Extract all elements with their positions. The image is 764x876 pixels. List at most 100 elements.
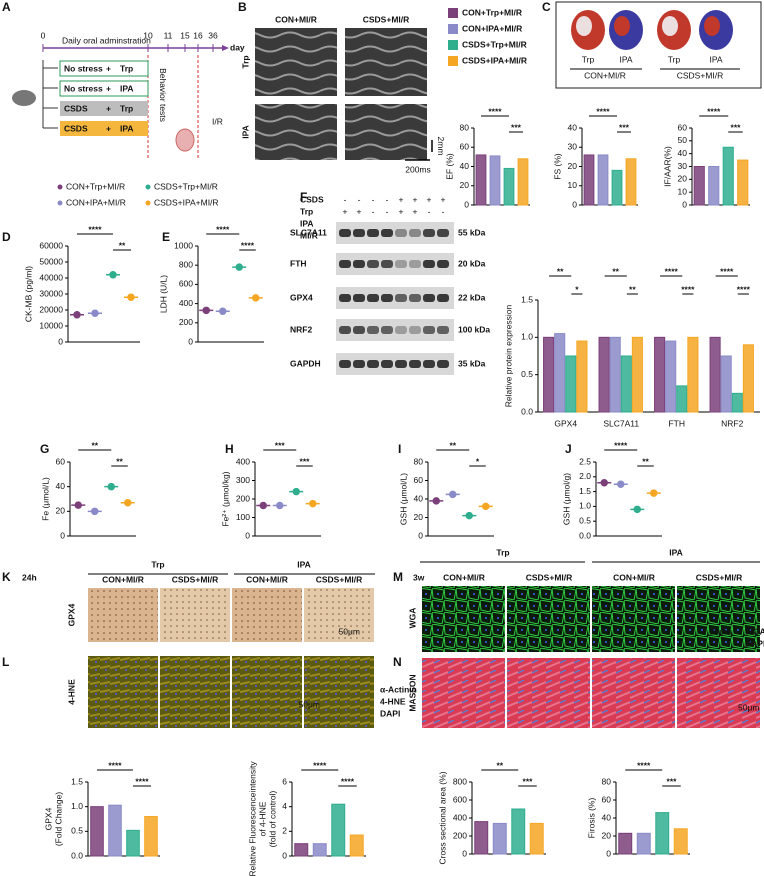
heart-box [555,1,762,89]
significance-label: **** [135,776,149,786]
behavior-label: Behavior tests [158,68,168,122]
significance-label: **** [313,760,327,770]
blot-band [367,360,379,368]
significance-label: ** [119,240,126,250]
blot-band [339,360,351,368]
mean-marker [88,309,102,317]
bar [474,821,489,855]
sign: - [386,194,389,204]
panel-letter: N [393,655,402,669]
ihc-image [304,588,374,642]
heart-label: Trp [668,54,681,64]
panel-letter: B [238,0,247,14]
significance-label: *** [523,776,534,786]
blot-band [395,360,407,368]
blot-band [437,229,449,237]
sign: + [413,206,418,216]
sign: - [386,206,389,216]
scale-label: 2mm [436,137,446,156]
y-tick-label: 1000 [174,240,193,250]
plus: + [106,63,111,73]
mean-marker [630,505,645,514]
bar [312,843,327,857]
blot-band [395,229,407,237]
bar [655,812,670,855]
blot-band [381,294,393,302]
bar [609,336,621,413]
blot-strip [336,222,454,244]
bar [565,355,577,413]
bar [687,336,699,413]
y-tick-label: 2.0 [579,471,591,481]
bar [349,834,364,857]
significance-label: **** [707,106,721,116]
blot-band [395,326,407,334]
ihc-image [160,588,230,642]
y-tick-label: 6 [282,776,287,786]
mean-marker [87,507,102,516]
legend-entry: CON+IPA+MI/R [462,23,522,33]
column-header: CON+MI/R [275,14,317,24]
row-label: GPX4 [66,603,76,626]
y-tick-label: 200 [236,493,250,503]
y-tick-label: 40 [414,493,424,503]
echo-image [345,104,427,160]
y-tick-label: 30 [568,142,578,152]
sign: + [427,194,432,204]
stress-label: No stress [64,63,103,73]
y-tick-label: 0.0 [521,406,533,416]
significance-label: ** [557,266,564,276]
echo-image [255,28,337,96]
y-tick-label: 2.5 [579,456,591,466]
heart-icon [175,128,195,152]
y-axis-label: Relative protein expression [503,304,513,407]
significance-label: ** [642,456,649,466]
panel-letter: D [2,230,11,244]
y-axis-label: Firosis (%) [586,798,596,839]
wga-image [677,586,760,652]
mice-icon [12,90,36,106]
significance-label: **** [637,760,651,770]
blot-band [437,360,449,368]
treatment: IPA [669,547,683,557]
blot-band [437,260,449,268]
bracket [42,60,58,129]
y-tick-label: 10 [678,186,688,196]
fluo-image [304,656,374,728]
sign: + [343,206,348,216]
bar [489,155,501,206]
significance-label: **** [681,284,695,294]
y-tick-label: 80 [602,776,612,786]
y-tick-label: 1.0 [579,501,591,511]
blot-band [367,229,379,237]
stain-legend: WGA [745,626,764,636]
sign: + [399,206,404,216]
mean-marker [305,499,320,508]
blot-band [353,294,365,302]
y-tick-label: 0 [188,336,193,346]
sign: - [372,206,375,216]
y-axis-label: of 4-HNE [257,801,267,836]
echo-image [255,104,337,160]
band-label: GPX4 [290,292,313,302]
blot-band [353,326,365,334]
legend-swatch [448,8,458,18]
bar [708,166,720,206]
y-tick-label: 40 [568,122,578,132]
day-label: 36 [208,30,218,40]
sign: - [428,206,431,216]
band-size: 100 kDa [458,324,490,334]
blot-band [395,260,407,268]
fluo-image [232,656,302,728]
legend-entry: CSDS+Trp+MI/R [462,39,527,49]
legend-entry: CSDS+Trp+MI/R [154,181,218,191]
significance-label: **** [737,284,751,294]
bar [636,832,651,855]
bar [503,167,515,206]
heart-label: IPA [619,54,632,64]
y-tick-label: 40000 [39,272,63,282]
day-label: 16 [193,30,203,40]
drug-label: Trp [120,103,133,113]
column-header: CON+MI/R [246,574,288,584]
bar [722,146,734,206]
